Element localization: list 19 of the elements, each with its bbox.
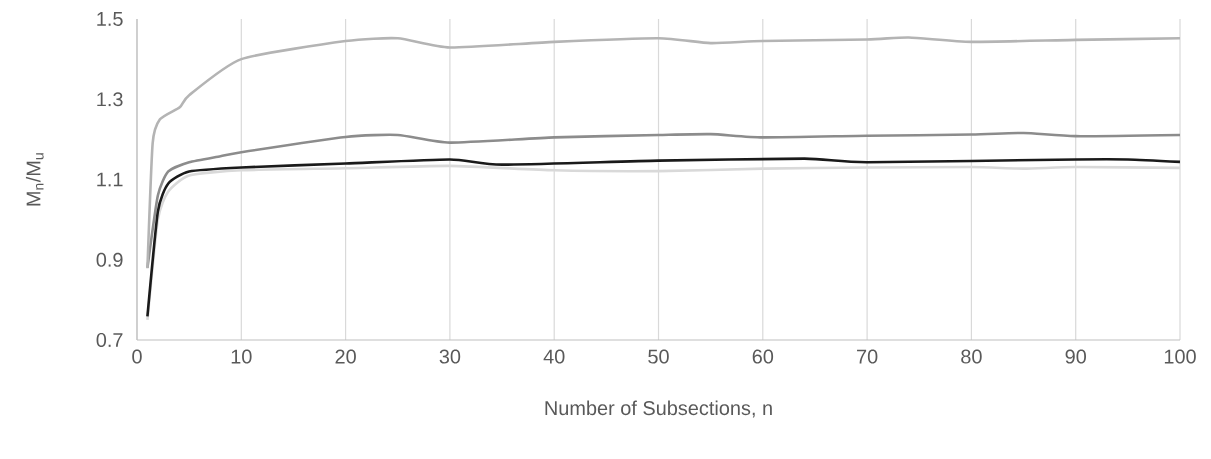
y-tick-label: 1.5 (97, 12, 123, 26)
x-tick-label: 30 (439, 349, 461, 364)
y-tick-label: 0.7 (96, 332, 123, 348)
x-tick-label: 80 (961, 349, 982, 364)
x-axis-title: Number of Subsections, n (545, 400, 772, 418)
x-tick-label: 10 (231, 349, 252, 364)
x-tick-label: 0 (132, 349, 142, 364)
x-tick-label: 100 (1164, 349, 1196, 364)
x-tick-label: 60 (752, 349, 774, 364)
line-series (146, 36, 1182, 270)
y-axis-title: M$_{n}$/M$_{u}$ (25, 153, 44, 206)
x-tick-label: 50 (648, 349, 669, 364)
x-tick-label: 90 (1065, 349, 1086, 364)
x-tick-label: 70 (857, 349, 878, 364)
y-tick-label: 0.9 (96, 252, 123, 267)
x-tick-label: 40 (543, 349, 565, 364)
x-tick-label: 20 (335, 349, 356, 364)
y-tick-label: 1.1 (97, 172, 123, 187)
y-tick-label: 1.3 (97, 92, 123, 107)
